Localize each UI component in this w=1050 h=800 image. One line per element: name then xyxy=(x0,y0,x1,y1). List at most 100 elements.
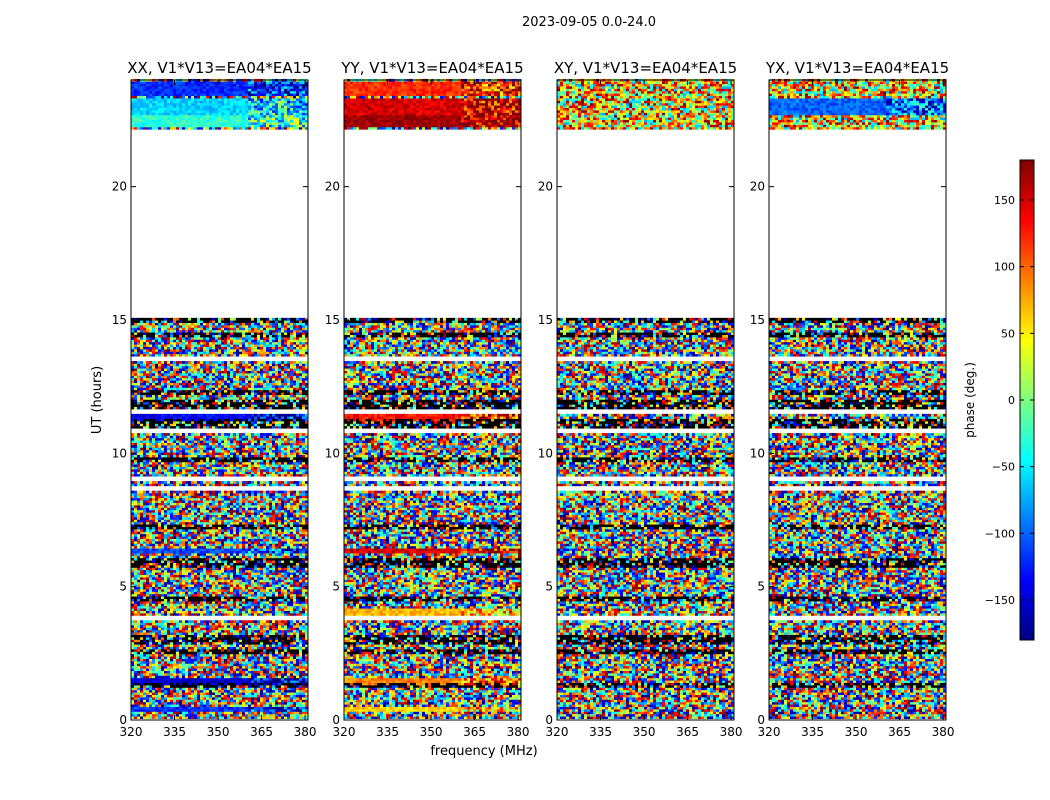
phase-cell xyxy=(254,706,258,710)
phase-cell xyxy=(293,697,297,700)
phase-cell xyxy=(146,579,150,583)
phase-cell xyxy=(248,701,252,705)
phase-cell xyxy=(131,709,135,712)
phase-cell xyxy=(305,591,309,595)
phase-cell xyxy=(167,560,171,563)
phase-cell xyxy=(221,711,225,715)
phase-cell xyxy=(302,651,306,655)
phase-cell xyxy=(302,627,306,631)
phase-cell xyxy=(200,548,204,551)
phase-cell xyxy=(221,593,225,597)
phase-cell xyxy=(131,692,135,695)
phase-cell xyxy=(185,550,189,554)
phase-cell xyxy=(191,644,195,647)
phase-cell xyxy=(263,713,267,717)
phase-cell xyxy=(158,644,162,647)
phase-cell xyxy=(140,687,144,691)
phase-cell xyxy=(188,541,192,544)
phase-cell xyxy=(164,538,168,542)
phase-cell xyxy=(266,637,270,640)
phase-cell xyxy=(266,625,270,628)
phase-cell xyxy=(167,677,171,681)
phase-cell xyxy=(281,550,285,554)
phase-cell xyxy=(137,560,141,563)
phase-cell xyxy=(155,706,159,710)
phase-cell xyxy=(167,656,171,659)
phase-cell xyxy=(296,641,300,645)
phase-cell xyxy=(272,610,276,614)
phase-cell xyxy=(206,601,210,604)
phase-cell xyxy=(242,639,246,643)
phase-cell xyxy=(290,649,294,652)
phase-cell xyxy=(212,682,216,686)
phase-cell xyxy=(158,682,162,686)
phase-cell xyxy=(275,634,279,638)
phase-cell xyxy=(188,644,192,647)
phase-cell xyxy=(194,685,198,688)
phase-cell xyxy=(209,649,213,652)
phase-cell xyxy=(146,706,150,710)
phase-cell xyxy=(299,716,303,719)
phase-cell xyxy=(173,521,177,525)
phase-cell xyxy=(143,579,147,583)
phase-cell xyxy=(245,665,249,669)
phase-cell xyxy=(143,533,147,537)
phase-cell xyxy=(155,572,159,575)
phase-cell xyxy=(284,653,288,657)
phase-cell xyxy=(179,697,183,700)
phase-cell xyxy=(173,550,177,554)
phase-cell xyxy=(266,572,270,575)
phase-cell xyxy=(188,613,192,616)
phase-cell xyxy=(149,677,153,681)
phase-cell xyxy=(275,601,279,604)
phase-cell xyxy=(197,524,201,527)
phase-cell xyxy=(182,579,186,583)
phase-cell xyxy=(140,601,144,604)
phase-cell xyxy=(152,514,156,518)
phase-cell xyxy=(251,641,255,645)
phase-cell xyxy=(284,569,288,573)
phase-cell xyxy=(275,713,279,717)
phase-cell xyxy=(173,572,177,575)
phase-cell xyxy=(134,625,138,628)
phase-cell xyxy=(170,581,174,585)
phase-cell xyxy=(176,639,180,643)
phase-cell xyxy=(230,668,234,671)
phase-cell xyxy=(266,601,270,604)
phase-cell xyxy=(206,591,210,595)
phase-cell xyxy=(245,538,249,542)
phase-cell xyxy=(227,701,231,705)
phase-cell xyxy=(218,646,222,650)
phase-cell xyxy=(233,541,237,544)
phase-cell xyxy=(251,646,255,650)
phase-cell xyxy=(152,692,156,695)
phase-cell xyxy=(137,572,141,575)
phase-cell xyxy=(170,545,174,549)
phase-cell xyxy=(212,565,216,568)
phase-cell xyxy=(143,689,147,693)
phase-cell xyxy=(137,562,141,566)
phase-cell xyxy=(251,596,255,599)
phase-cell xyxy=(257,596,261,599)
phase-cell xyxy=(173,704,177,707)
phase-cell xyxy=(245,524,249,527)
phase-cell xyxy=(161,550,165,554)
phase-cell xyxy=(131,680,135,683)
phase-cell xyxy=(236,603,240,607)
phase-cell xyxy=(221,596,225,599)
phase-cell xyxy=(200,653,204,657)
phase-cell xyxy=(206,584,210,587)
phase-cell xyxy=(149,622,153,626)
phase-cell xyxy=(299,514,303,518)
phase-cell xyxy=(149,713,153,717)
phase-cell xyxy=(179,610,183,614)
phase-cell xyxy=(203,639,207,643)
phase-cell xyxy=(161,685,165,688)
phase-cell xyxy=(257,706,261,710)
phase-cell xyxy=(293,526,297,530)
phase-cell xyxy=(302,685,306,688)
phase-cell xyxy=(275,637,279,640)
phase-cell xyxy=(182,656,186,659)
phase-cell xyxy=(305,711,309,715)
phase-cell xyxy=(263,670,267,674)
